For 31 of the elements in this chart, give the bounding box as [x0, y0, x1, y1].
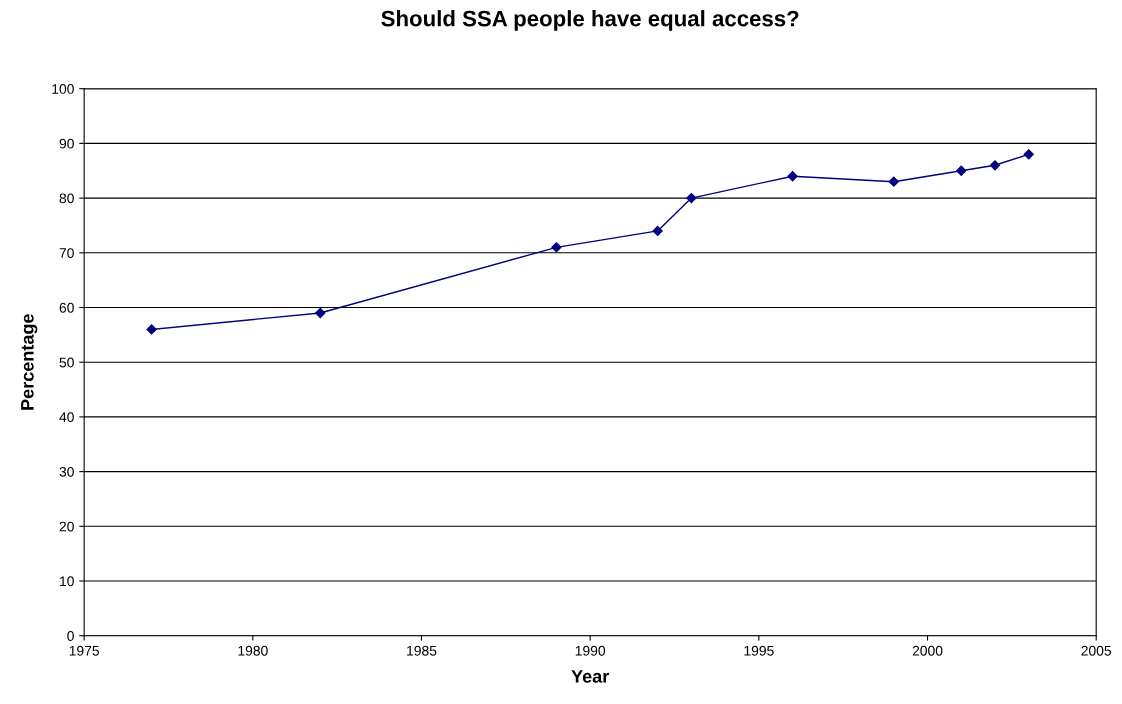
x-tick-label: 1990 [575, 645, 606, 656]
point [956, 165, 967, 176]
y-tick-label: 0 [67, 631, 74, 641]
y-tick-label: 30 [59, 466, 74, 477]
point [1023, 149, 1034, 160]
y-tick-label: 50 [59, 357, 74, 368]
point [686, 192, 697, 204]
x-tick-label: 1985 [407, 645, 437, 656]
x-tick-label: 2000 [912, 645, 943, 656]
y-tick-label: 10 [60, 576, 74, 587]
y-tick-label: 80 [59, 193, 74, 204]
y-tick-label: 100 [52, 84, 74, 94]
y-tick-label: 90 [59, 138, 74, 149]
chart-title: Should SSA people have equal access? [381, 10, 799, 31]
y-tick-label: 40 [59, 412, 74, 423]
y-tick-label: 70 [59, 248, 74, 258]
point [989, 160, 1001, 171]
y-tick-label: 60 [59, 302, 74, 313]
point [146, 324, 157, 335]
point [315, 307, 326, 319]
point [551, 242, 562, 253]
y-axis-title: Percentage [21, 314, 38, 410]
y-tick-label: 20 [59, 521, 74, 532]
x-tick-label: 2005 [1081, 645, 1112, 656]
x-tick-label: 1980 [238, 645, 268, 656]
point [787, 171, 798, 182]
x-tick-label: 1995 [744, 645, 774, 656]
x-axis-title: Year [571, 670, 609, 683]
point [888, 176, 899, 187]
x-tick-label: 1975 [69, 645, 100, 656]
point [652, 225, 663, 237]
